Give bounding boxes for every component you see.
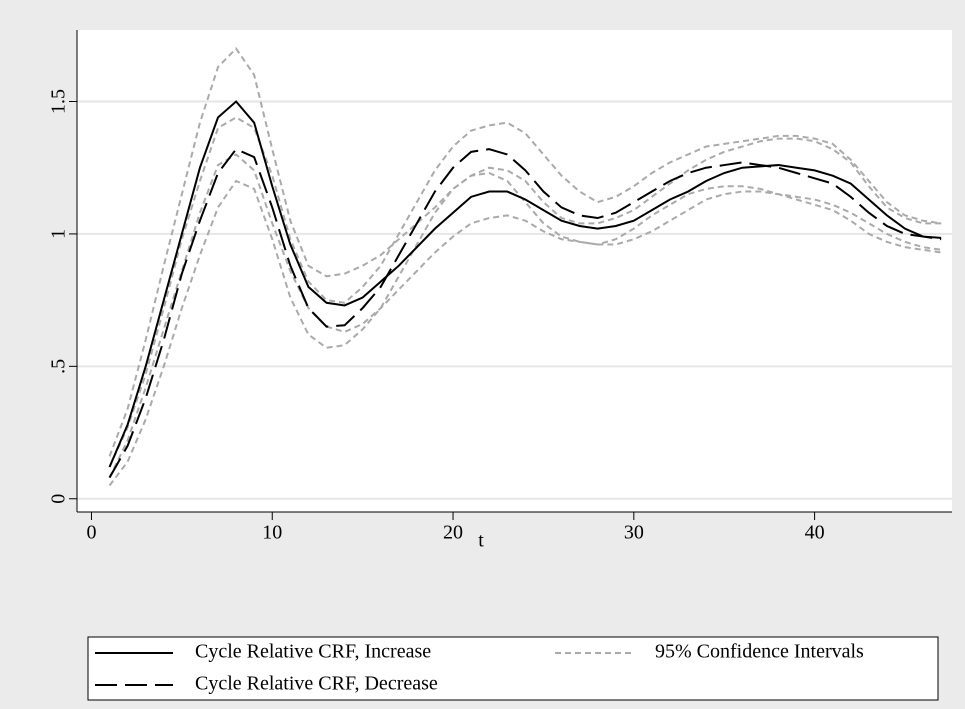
ci-line [108,171,942,487]
x-axis-label: t [478,530,484,552]
legend-label: Cycle Relative CRF, Increase [195,641,431,663]
y-tick-label: .5 [48,359,70,374]
ci-line [108,116,942,468]
y-tick-label: 0 [48,494,70,504]
plot-area [77,30,952,512]
series-line [108,147,942,479]
legend-label: 95% Confidence Intervals [655,641,864,663]
x-tick-label: 0 [86,522,96,544]
x-tick-label: 10 [262,522,282,544]
x-tick-label: 40 [805,522,825,544]
x-tick-label: 30 [624,522,644,544]
y-tick-label: 1.5 [48,89,70,114]
ci-line [108,153,942,479]
x-tick-label: 20 [443,522,463,544]
legend-label: Cycle Relative CRF, Decrease [195,673,438,695]
y-tick-label: 1 [48,229,70,239]
legend-box [87,636,939,701]
series-line [108,100,942,468]
ci-line [108,46,942,457]
